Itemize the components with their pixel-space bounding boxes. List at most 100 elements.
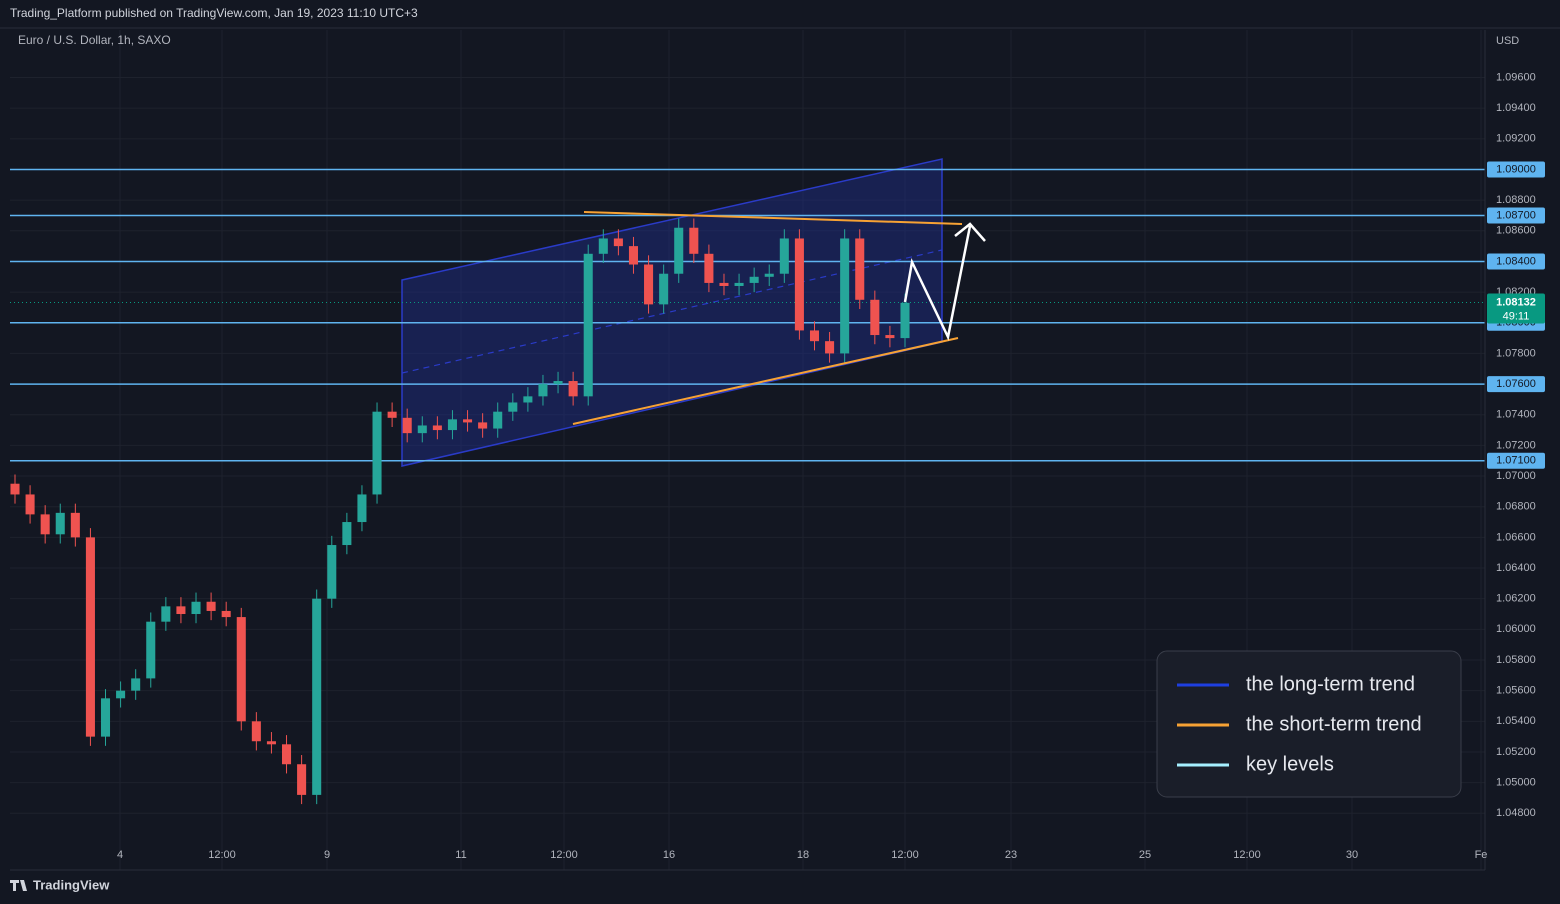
candle-body (749, 276, 759, 283)
level-label: 1.08400 (1496, 255, 1536, 267)
channel-midline (401, 249, 943, 374)
candle-body (719, 282, 729, 286)
candle-body (840, 238, 850, 354)
candle-body (704, 253, 714, 283)
legend: the long-term trend the short-term trend k… (1177, 673, 1422, 775)
candle-body (176, 606, 186, 615)
candle-body (312, 598, 322, 795)
candle-body (282, 744, 292, 765)
candle-body (900, 302, 910, 339)
projection-arrowhead (954, 222, 986, 242)
candle-body (659, 273, 669, 305)
level-label-box (1487, 253, 1545, 270)
level-label-box (1487, 161, 1545, 178)
level-label: 1.07600 (1496, 378, 1536, 390)
candle-body (131, 678, 141, 691)
candle-body (598, 238, 608, 254)
y-tick-label: 1.07800 (1496, 347, 1536, 359)
y-tick-label: 1.05200 (1496, 746, 1536, 758)
grid (10, 30, 1485, 870)
y-tick-label: 1.08800 (1496, 194, 1536, 206)
candle-body (628, 246, 638, 265)
candle-body (583, 253, 593, 397)
x-tick-label: 12:00 (208, 849, 236, 861)
candles (10, 218, 910, 805)
candle-body (357, 494, 367, 523)
candle-body (25, 494, 35, 515)
projection-path (903, 225, 972, 341)
candle-body (463, 419, 473, 423)
level-label: 1.09000 (1496, 163, 1536, 175)
candle-body (10, 483, 20, 495)
candle-body (885, 335, 895, 339)
currency-label: USD (1496, 35, 1519, 47)
y-tick-label: 1.07000 (1496, 470, 1536, 482)
candle-body (447, 419, 457, 431)
x-tick-label: 11 (455, 849, 466, 861)
candle-body (70, 512, 80, 538)
y-tick-label: 1.05600 (1496, 685, 1536, 697)
candle-body (116, 690, 126, 699)
brand: TradingView (33, 877, 110, 892)
y-tick-label: 1.09600 (1496, 71, 1536, 83)
candle-body (161, 606, 171, 622)
x-tick-label: 30 (1346, 849, 1358, 861)
candle-body (85, 537, 95, 737)
legend-label: the long-term trend (1246, 673, 1415, 695)
candle-body (236, 617, 246, 722)
candle-body (221, 610, 231, 618)
candle-body (825, 341, 835, 354)
candle-body (764, 273, 774, 277)
level-label: 1.08700 (1496, 209, 1536, 221)
y-tick-label: 1.05800 (1496, 654, 1536, 666)
candle-body (779, 238, 789, 274)
candle-body (734, 282, 744, 286)
candle-body (478, 422, 488, 429)
legend-label: key levels (1246, 753, 1334, 775)
y-tick-label: 1.09400 (1496, 102, 1536, 114)
candle-body (417, 425, 427, 434)
y-tick-label: 1.06600 (1496, 531, 1536, 543)
axes: 1.04800 1.05000 1.05200 1.05400 1.05600 1.058… (117, 71, 1545, 861)
level-label: 1.07100 (1496, 455, 1536, 467)
x-tick-label: 12:00 (550, 849, 578, 861)
level-label-box (1487, 207, 1545, 224)
x-tick-label: Fe (1475, 849, 1488, 861)
candle-body (372, 411, 382, 495)
y-tick-label: 1.04800 (1496, 807, 1536, 819)
candle-body (55, 512, 65, 535)
x-tick-label: 23 (1005, 849, 1017, 861)
candle-body (538, 384, 548, 397)
candle-body (432, 425, 442, 431)
last-price-label: 1.08132 (1496, 296, 1536, 308)
candle-body (523, 396, 533, 403)
candle-body (508, 402, 518, 412)
x-tick-label: 25 (1139, 849, 1151, 861)
candle-body (870, 299, 880, 336)
candle-body (553, 381, 563, 385)
x-tick-label: 16 (663, 849, 675, 861)
y-tick-label: 1.09200 (1496, 133, 1536, 145)
candle-body (146, 621, 156, 679)
legend-label: the short-term trend (1246, 713, 1422, 735)
candle-body (191, 601, 201, 615)
candle-body (297, 764, 307, 795)
candle-body (855, 238, 865, 300)
candle-body (644, 264, 654, 305)
candle-body (266, 741, 276, 745)
x-tick-label: 18 (797, 849, 809, 861)
candle-body (327, 545, 337, 599)
short-term-support (572, 337, 959, 425)
candle-body (402, 417, 412, 434)
y-tick-label: 1.05000 (1496, 777, 1536, 789)
x-tick-label: 4 (117, 849, 123, 861)
level-label-box (1487, 452, 1545, 469)
y-tick-label: 1.06400 (1496, 562, 1536, 574)
candle-body (342, 522, 352, 546)
candle-body (689, 227, 699, 254)
candle-body (613, 238, 623, 247)
x-tick-label: 12:00 (1233, 849, 1261, 861)
candle-body (493, 411, 503, 429)
